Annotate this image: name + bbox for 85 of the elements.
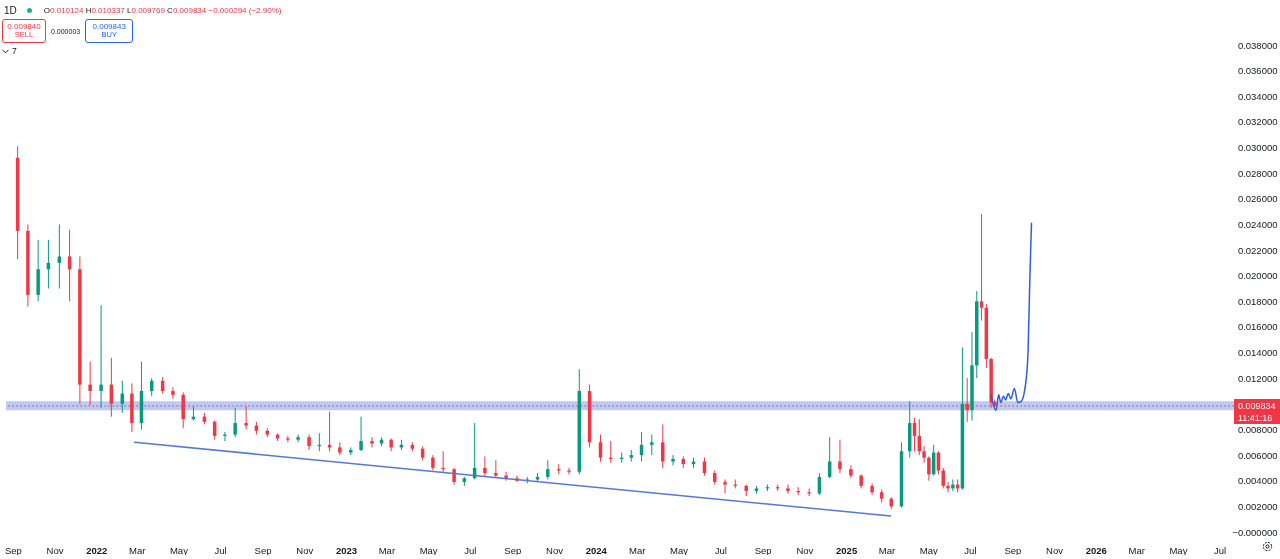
candlestick bbox=[838, 439, 842, 474]
y-tick-label: 0.014000 bbox=[1237, 347, 1278, 359]
x-tick-label: Mar bbox=[878, 544, 896, 556]
candlestick bbox=[338, 441, 342, 456]
x-tick-label: Nov bbox=[1046, 544, 1064, 556]
x-tick-label: Mar bbox=[128, 544, 146, 556]
x-tick-label: Sep bbox=[1004, 544, 1022, 556]
candlestick bbox=[441, 450, 445, 474]
candlestick bbox=[99, 304, 103, 409]
x-tick-label: Mar bbox=[629, 544, 646, 556]
y-tick-label: 0.038000 bbox=[1237, 39, 1278, 51]
candlestick bbox=[171, 386, 175, 400]
y-tick-label: 0.028000 bbox=[1237, 167, 1278, 179]
x-tick-label: Mar bbox=[1128, 544, 1145, 556]
candlestick bbox=[609, 440, 613, 464]
x-tick-label: May bbox=[419, 544, 438, 556]
y-tick-label: 0.032000 bbox=[1237, 116, 1278, 128]
line-series bbox=[990, 222, 1033, 411]
candlestick bbox=[233, 407, 237, 438]
x-tick-label: Nov bbox=[796, 544, 814, 556]
x-tick-label: 2023 bbox=[335, 544, 358, 556]
y-tick-label: 0.008000 bbox=[1237, 423, 1278, 435]
candlestick bbox=[557, 463, 561, 475]
x-tick-label: May bbox=[169, 544, 189, 556]
candlestick bbox=[927, 455, 931, 482]
text: 0.009840 bbox=[7, 21, 41, 32]
candlestick bbox=[296, 434, 300, 443]
y-tick-label: 0.030000 bbox=[1237, 142, 1278, 154]
y-tick-label: 0.018000 bbox=[1237, 295, 1278, 307]
x-tick-label: Sep bbox=[504, 544, 522, 556]
x-tick-label: Jul bbox=[964, 544, 977, 556]
candlestick bbox=[567, 467, 571, 475]
y-tick-label: 0.034000 bbox=[1237, 90, 1278, 102]
x-tick-label: May bbox=[670, 544, 689, 556]
x-tick-label: Sep bbox=[4, 544, 22, 556]
y-tick-label: 0.026000 bbox=[1237, 193, 1278, 205]
x-tick-label: Jul bbox=[214, 544, 227, 556]
text: 11:41:16 bbox=[1238, 412, 1273, 423]
x-tick-label: May bbox=[1169, 544, 1188, 556]
x-tick-label: Mar bbox=[378, 544, 396, 556]
x-tick-label: Nov bbox=[46, 544, 64, 556]
candlestick bbox=[661, 423, 665, 469]
candlestick bbox=[223, 431, 227, 442]
candlestick bbox=[359, 416, 363, 452]
candlestick bbox=[57, 223, 62, 289]
text: 0.009843 bbox=[92, 21, 126, 32]
candlestick bbox=[650, 434, 654, 456]
y-tick-label: 0.004000 bbox=[1237, 475, 1278, 487]
x-tick-label: Jul bbox=[1214, 544, 1227, 556]
y-tick-label: 0.002000 bbox=[1237, 500, 1278, 512]
candlestick bbox=[546, 459, 550, 480]
x-tick-label: 2025 bbox=[836, 544, 858, 556]
candlestick bbox=[483, 455, 487, 478]
x-tick-label: 2022 bbox=[86, 544, 108, 556]
x-tick-label: Sep bbox=[254, 544, 272, 556]
candlestick bbox=[286, 435, 290, 443]
x-tick-label: 2024 bbox=[585, 544, 608, 556]
y-tick-label: 0.016000 bbox=[1237, 321, 1278, 333]
y-tick-label: 0.020000 bbox=[1237, 270, 1278, 282]
candlestick bbox=[786, 484, 790, 495]
y-tick-label: 0.006000 bbox=[1237, 449, 1278, 461]
candlestick bbox=[870, 482, 874, 496]
y-tick-label: 0.024000 bbox=[1237, 218, 1278, 230]
x-tick-label: Nov bbox=[546, 544, 564, 556]
annotation: 7 bbox=[12, 46, 17, 56]
x-tick-label: Jul bbox=[714, 544, 727, 556]
candlestick bbox=[849, 464, 853, 479]
y-tick-label: 0.022000 bbox=[1237, 244, 1278, 256]
y-tick-label: −0.000000 bbox=[1232, 526, 1278, 538]
ref-line-label: 0.009834 bbox=[1238, 400, 1276, 411]
x-tick-label: May bbox=[919, 544, 938, 556]
x-tick-label: Jul bbox=[464, 544, 477, 556]
y-tick-label: 0.012000 bbox=[1237, 372, 1278, 384]
x-tick-label: Nov bbox=[296, 544, 314, 556]
x-tick-label: Sep bbox=[754, 544, 772, 556]
x-tick-label: 2026 bbox=[1085, 544, 1107, 556]
candlestick bbox=[671, 454, 675, 466]
chart-title: 1D bbox=[4, 4, 17, 16]
candlestick bbox=[723, 478, 727, 495]
text: O0.010124 H0.010337 L0.009769 C0.009834 −0.000294 (−2.90%) bbox=[43, 5, 282, 15]
y-tick-label: 0.036000 bbox=[1237, 65, 1278, 77]
candlestick bbox=[979, 213, 984, 322]
candlestick bbox=[941, 467, 945, 489]
candlestick bbox=[370, 436, 374, 448]
candlestick bbox=[922, 445, 926, 464]
